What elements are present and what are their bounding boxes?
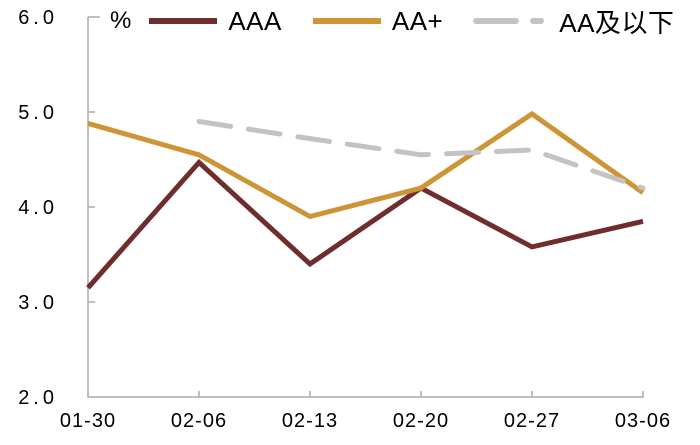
legend-item-aa-plus: AA+ [310,6,443,37]
y-tick-label: 2.0 [18,387,58,409]
series-line-0 [86,158,644,290]
axes [87,17,644,398]
aa-plus-line-swatch-icon [312,18,381,24]
legend-label-aa-plus: AA+ [391,5,444,36]
aaa-line-swatch-icon [149,18,218,24]
legend-label-aa-below: AA及以下 [559,7,675,38]
y-tick-label: 5.0 [18,102,58,124]
x-tick-label: 01-30 [60,410,116,432]
x-tick-label: 02-20 [393,410,449,432]
x-tick-label: 02-06 [171,410,227,432]
y-tick-label: 4.0 [18,197,58,219]
aa-below-dashed-swatch-icon [473,18,552,24]
series-line-2 [196,119,646,191]
legend-label-aaa: AAA [228,5,282,36]
x-tick-label: 02-13 [282,410,338,432]
series-line-1 [87,110,645,220]
y-tick-label: 3.0 [18,292,58,314]
legend-item-aa-below: AA及以下 [473,3,674,40]
legend-item-aaa: AAA [146,6,282,37]
x-tick-label: 02-27 [504,410,560,432]
y-axis-unit-label: % [110,7,132,34]
y-tick-label: 6.0 [18,7,58,29]
chart-legend: % AAA AA+ AA及以下 [0,4,674,38]
x-tick-label: 03-06 [615,410,671,432]
